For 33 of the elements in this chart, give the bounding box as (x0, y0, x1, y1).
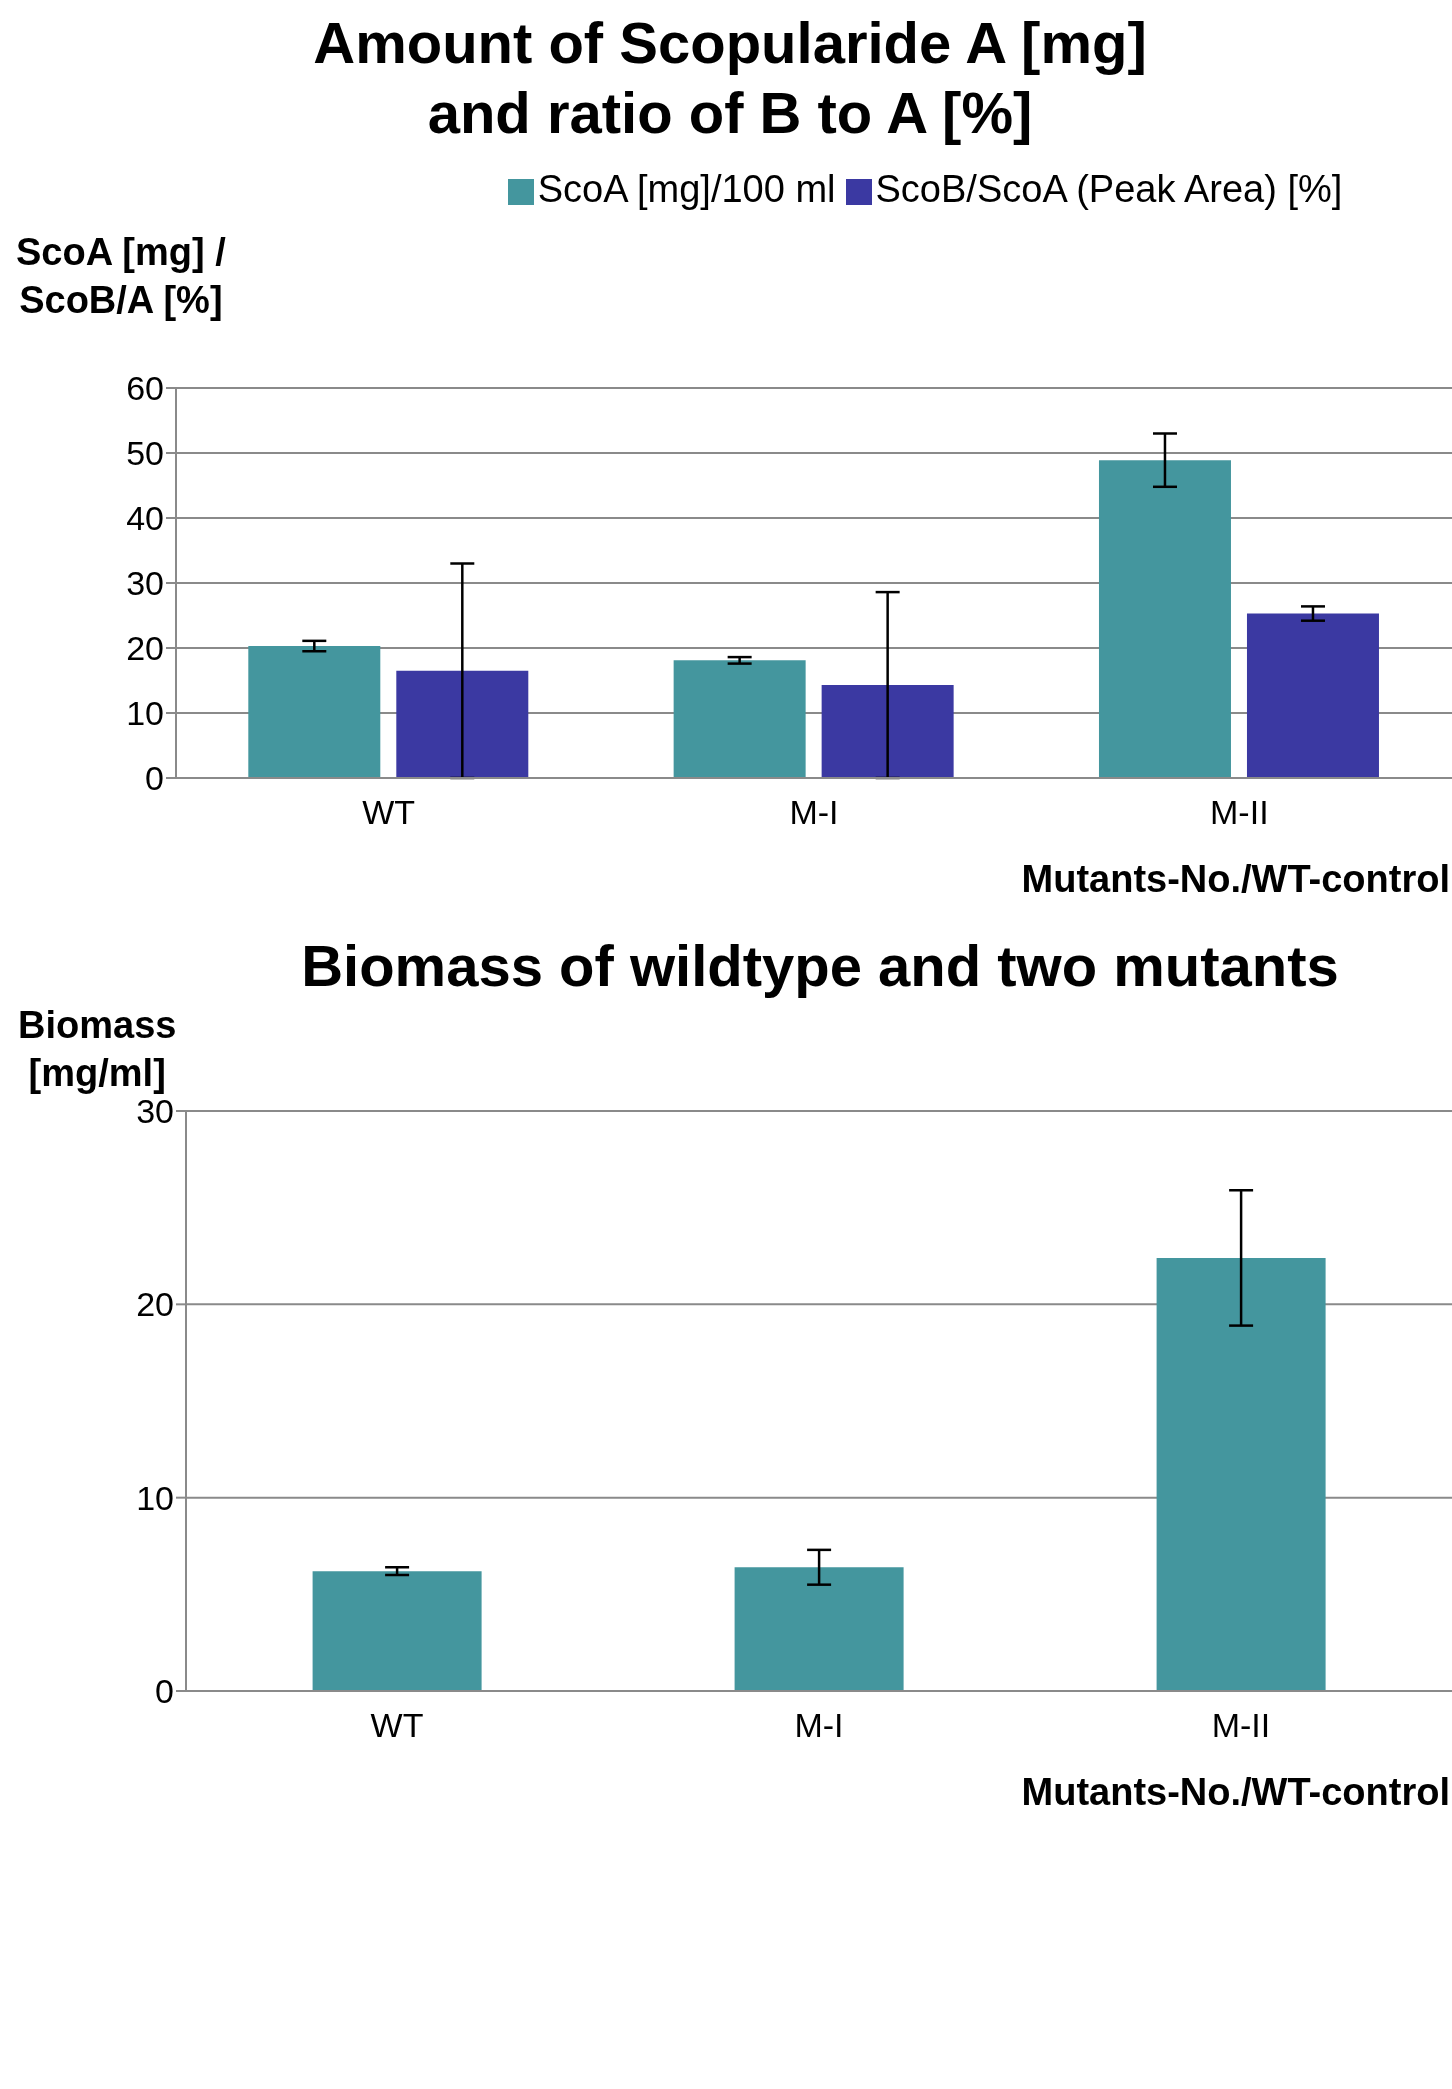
bar (673, 660, 806, 778)
y-tick-label: 30 (126, 564, 164, 603)
y-tick-label: 50 (126, 434, 164, 473)
legend-label: ScoB/ScoA (Peak Area) [%] (875, 168, 1343, 210)
bar (396, 670, 529, 778)
y-tick-label: 10 (126, 694, 164, 733)
x-tick-label: M-II (1211, 1706, 1271, 1745)
y-tick-label: 40 (126, 499, 164, 538)
bar (734, 1567, 904, 1691)
x-axis-title: Mutants-No./WT-control (1020, 1771, 1451, 1814)
bar (1098, 460, 1231, 778)
y-tick-label: 10 (136, 1478, 174, 1517)
legend-label: ScoA [mg]/100 ml (537, 168, 836, 210)
x-axis-title: Mutants-No./WT-control (1020, 858, 1451, 901)
x-tick-label: M-I (794, 1706, 844, 1745)
bar (821, 685, 954, 778)
x-tick-label: WT (362, 793, 416, 832)
x-tick-label: M-II (1210, 793, 1269, 832)
x-tick-label: WT (370, 1706, 424, 1745)
bar (312, 1571, 482, 1691)
y-tick-label: 0 (155, 1672, 174, 1711)
chart-title: Amount of Scopularide A [mg] and ratio of B to A [%] (312, 9, 1148, 147)
bar (248, 646, 381, 778)
x-tick-label: M-I (789, 793, 839, 832)
bar (1246, 613, 1379, 778)
y-tick-label: 60 (126, 369, 164, 408)
y-tick-label: 20 (136, 1285, 174, 1324)
y-tick-label: 20 (126, 629, 164, 668)
y-axis-title: ScoA [mg] / ScoB/A [%] (16, 230, 226, 323)
y-axis-title: Biomass [mg/ml] (18, 1003, 177, 1096)
chart-title: Biomass of wildtype and two mutants (300, 932, 1340, 1000)
y-tick-label: 0 (145, 759, 164, 798)
bar (1156, 1257, 1326, 1691)
